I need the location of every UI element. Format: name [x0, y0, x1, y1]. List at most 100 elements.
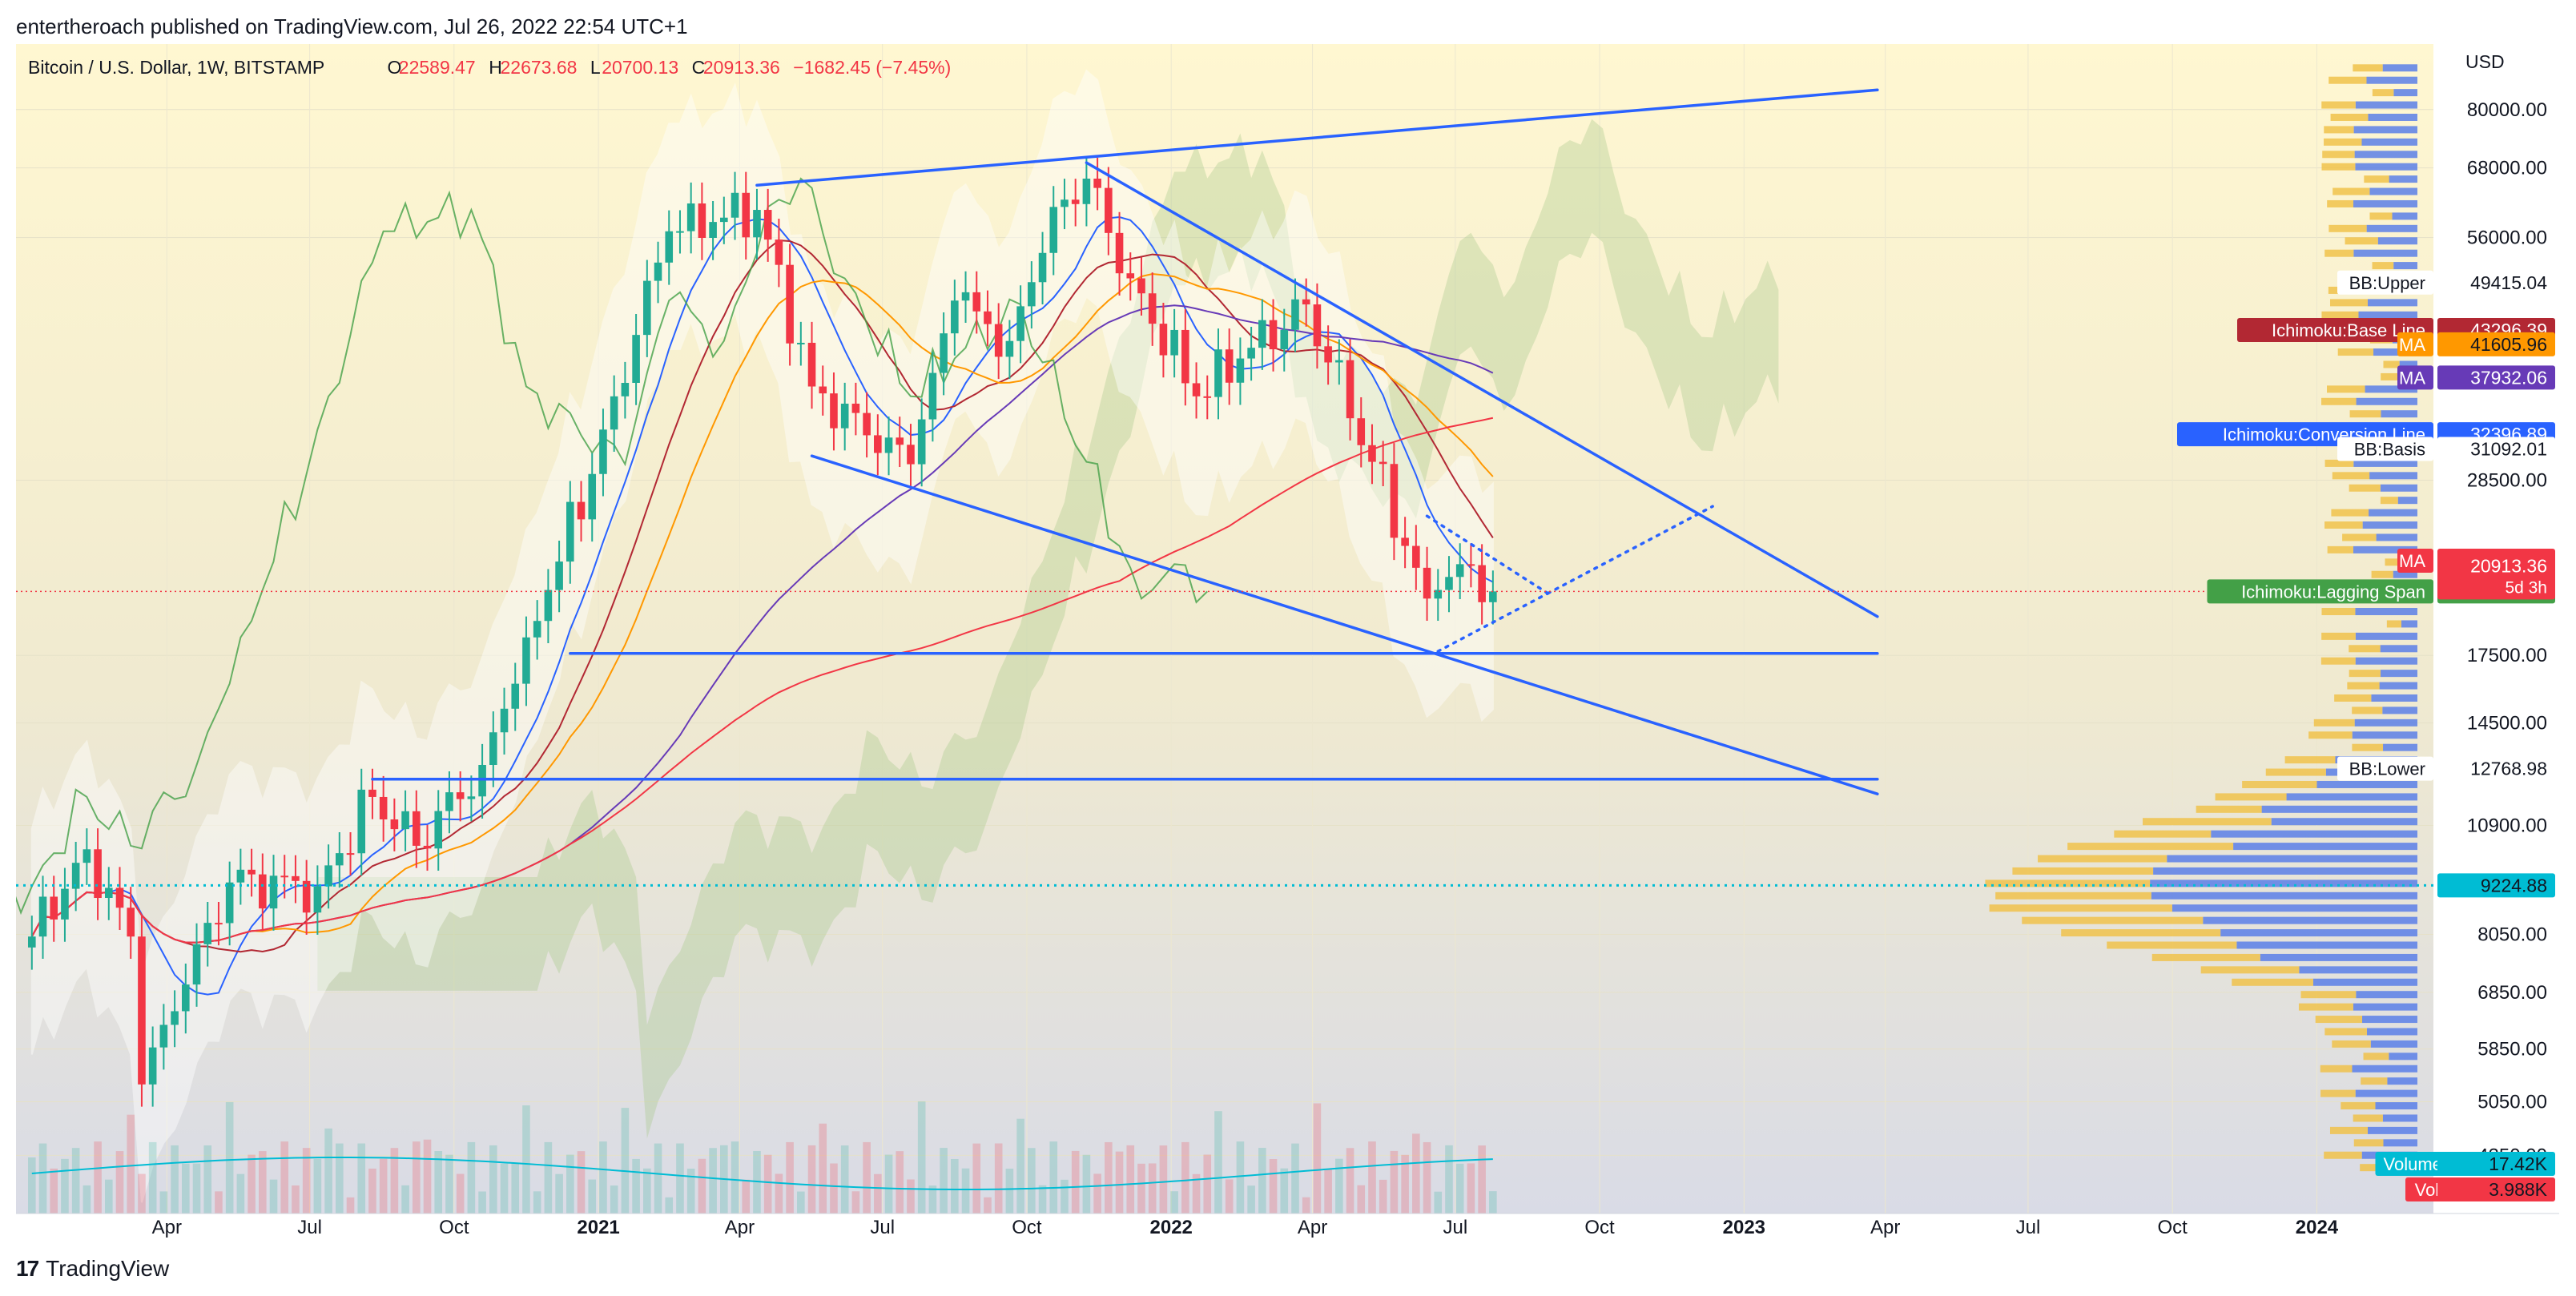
right-label-value-bg	[2437, 365, 2555, 390]
x-tick-label: 2024	[2296, 1217, 2339, 1238]
right-label-name: BB:Basis	[2354, 440, 2425, 460]
candle-body	[1137, 278, 1145, 294]
right-label-name-bg	[2237, 318, 2433, 343]
candle-body	[709, 222, 717, 238]
candle-body	[192, 944, 201, 985]
candle-body	[1302, 299, 1310, 305]
ma-orange-line	[30, 273, 1494, 944]
right-label-value-bg	[2437, 756, 2555, 781]
candle-body	[1082, 179, 1091, 204]
volume-profile-down	[2321, 311, 2359, 319]
volume-profile-down	[2061, 929, 2221, 937]
volume-bar	[951, 1158, 959, 1213]
volume-label-value-bg	[2437, 1152, 2555, 1176]
volume-profile-up	[2220, 929, 2417, 937]
volume-bar	[643, 1168, 651, 1213]
ichimoku-cloud	[317, 119, 1779, 1139]
volume-profile-up	[2260, 953, 2417, 961]
x-tick-label: Apr	[1870, 1217, 1900, 1238]
right-label-name-bg	[2337, 437, 2433, 461]
candle-body	[698, 203, 706, 238]
candle-body	[357, 789, 366, 854]
candle-body	[413, 811, 421, 846]
candle-body	[346, 853, 355, 855]
volume-profile-up	[2375, 1102, 2417, 1110]
volume-bar	[1170, 1191, 1178, 1213]
x-tick-label: Oct	[439, 1217, 469, 1238]
volume-bar	[522, 1105, 530, 1213]
volume-profile-up	[2233, 843, 2417, 851]
volume-bar	[984, 1197, 992, 1213]
candle-body	[1478, 565, 1486, 602]
y-tick-label: 5850.00	[2477, 1039, 2547, 1061]
volume-profile-up	[2171, 904, 2417, 912]
volume-bar	[292, 1185, 300, 1213]
volume-profile-up	[2366, 1028, 2417, 1036]
volume-bar	[1401, 1154, 1409, 1213]
candle-body	[61, 888, 69, 920]
candle-body	[159, 1024, 168, 1048]
volume-profile-down	[2232, 978, 2313, 986]
volume-bar	[1093, 1173, 1101, 1213]
volume-bar	[1280, 1168, 1289, 1213]
candle-body	[863, 413, 871, 436]
volume-bar	[1214, 1111, 1222, 1213]
volume-profile-up	[2151, 892, 2417, 900]
volume-profile-up	[2380, 645, 2417, 653]
ichimoku-base-line	[30, 239, 1494, 953]
volume-profile-up	[2355, 657, 2417, 665]
volume-bar	[566, 1154, 574, 1213]
volume-profile-down	[2363, 1052, 2389, 1061]
x-tick-label: Oct	[1584, 1217, 1615, 1238]
candle-body	[1346, 360, 1354, 419]
volume-bar	[1302, 1197, 1310, 1213]
candle-body	[292, 875, 300, 881]
volume-profile-up	[2261, 805, 2417, 813]
volume-profile-down	[2321, 163, 2356, 171]
volume-bar	[1258, 1148, 1266, 1213]
volume-bar	[138, 1173, 146, 1213]
volume-profile-up	[2355, 1089, 2417, 1097]
volume-profile-up	[2286, 793, 2417, 801]
volume-bar	[907, 1179, 915, 1213]
candle-body	[401, 811, 409, 830]
candle-body	[313, 886, 322, 913]
volume-profile-up	[2401, 620, 2417, 628]
candle-body	[1159, 324, 1168, 356]
y-tick-label: 6850.00	[2477, 982, 2547, 1004]
current-price-box	[2437, 553, 2555, 600]
volume-profile-up	[2203, 916, 2417, 924]
candle-body	[138, 936, 146, 1085]
ohlc-3: H	[489, 57, 502, 78]
candle-body	[38, 896, 47, 937]
chart-canvas[interactable]: Bitcoin / U.S. Dollar, 1W, BITSTAMP O2258…	[16, 44, 2559, 1238]
volume-bar	[83, 1185, 91, 1213]
volume-bar	[269, 1179, 278, 1213]
price-chart[interactable]: Bitcoin / U.S. Dollar, 1W, BITSTAMP O 2258…	[16, 44, 2559, 1238]
volume-bar	[489, 1145, 497, 1213]
right-label-value: 31092.01	[2470, 439, 2547, 460]
candle-body	[445, 792, 453, 811]
volume-bar	[533, 1191, 541, 1213]
candle-body	[148, 1047, 157, 1085]
candle-body	[555, 561, 563, 590]
right-label-name: BB:Lower	[2349, 759, 2425, 779]
x-tick-label: Apr	[1298, 1217, 1327, 1238]
candle-body	[686, 203, 695, 231]
volume-profile-up	[2380, 484, 2417, 492]
candle-body	[1028, 282, 1036, 307]
right-label-value-bg	[2437, 332, 2555, 356]
volume-profile-down	[2300, 991, 2357, 999]
volume-bar	[467, 1141, 476, 1213]
candle-body	[423, 845, 432, 849]
volume-profile-up	[2399, 360, 2417, 368]
volume-profile-up	[2150, 879, 2417, 887]
volume-bar	[972, 1143, 981, 1213]
volume-profile-up	[2366, 76, 2417, 84]
volume-profile-down	[2012, 867, 2154, 875]
volume-profile-up	[2353, 249, 2417, 257]
volume-profile-up	[2376, 533, 2417, 541]
volume-profile-up	[2316, 780, 2417, 788]
volume-bar	[1313, 1103, 1322, 1213]
publish-info: entertheroach published on TradingView.c…	[16, 14, 688, 38]
